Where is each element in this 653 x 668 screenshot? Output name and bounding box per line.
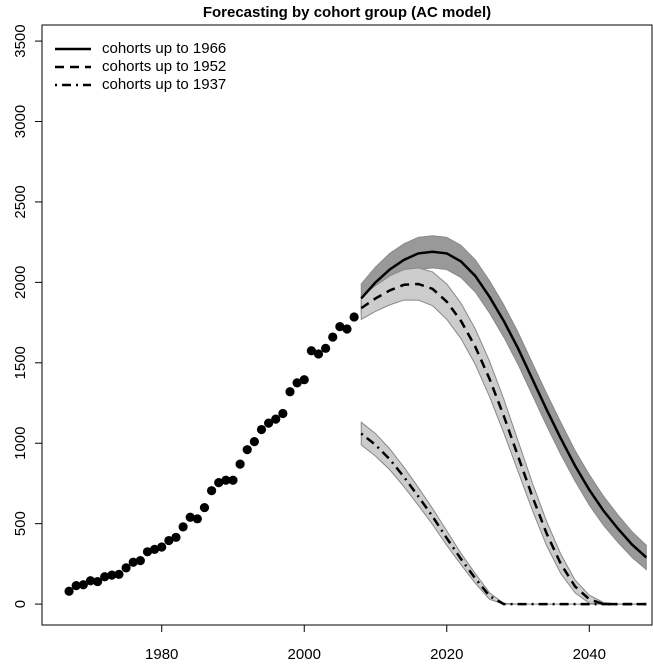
observed-point [128,557,138,567]
x-tick-label: 1980 [145,646,178,663]
chart-title: Forecasting by cohort group (AC model) [203,4,491,21]
observed-point [271,414,281,424]
legend-label: cohorts up to 1966 [102,40,226,57]
observed-point [192,514,202,524]
x-tick-label: 2000 [288,646,321,663]
observed-point [292,378,302,388]
forecast-line [360,250,648,559]
y-tick-label: 3000 [12,105,29,138]
legend-label: cohorts up to 1952 [102,58,226,75]
observed-point [85,576,96,586]
observed-point [149,544,160,554]
observed-point [349,312,359,322]
observed-point [178,522,188,532]
observed-point [157,542,167,552]
observed-point [100,572,110,582]
observed-point [313,349,324,359]
y-tick-label: 2000 [12,266,29,299]
observed-point [135,556,145,566]
observed-point [321,343,331,353]
observed-point [221,475,231,485]
y-tick-label: 3500 [12,24,29,57]
observed-point [64,586,74,596]
y-tick-label: 500 [12,511,29,536]
observed-point [142,547,153,557]
observed-point [78,580,88,590]
observed-point [207,486,217,496]
observed-point [299,375,309,385]
x-tick-label: 2040 [573,646,606,663]
plot-box [41,24,653,626]
observed-point [199,502,210,513]
observed-point [214,478,224,488]
y-tick-label: 1500 [12,346,29,379]
observed-point [171,532,181,542]
observed-point [264,418,274,428]
observed-point [121,563,131,573]
observed-point [71,580,81,591]
observed-point [107,570,117,580]
observed-point [242,445,252,455]
observed-point [328,332,338,342]
observed-point [256,424,267,435]
observed-point [228,475,238,485]
observed-point [306,346,316,356]
observed-point [185,512,195,522]
forecast-line [360,282,647,606]
plot-area [64,235,648,606]
observed-point [114,569,124,579]
y-tick-label: 2500 [12,185,29,218]
observed-point [335,322,345,332]
observed-point [278,408,288,419]
observed-point [92,576,103,587]
x-tick-label: 2020 [430,646,463,663]
observed-point [164,535,174,546]
observed-point [285,387,295,397]
observed-point [249,437,259,447]
observed-point [342,324,352,334]
legend-label: cohorts up to 1937 [102,76,226,93]
y-tick-label: 1000 [12,427,29,460]
observed-point [235,459,245,469]
y-tick-label: 0 [12,600,29,608]
forecast-line [360,432,647,606]
